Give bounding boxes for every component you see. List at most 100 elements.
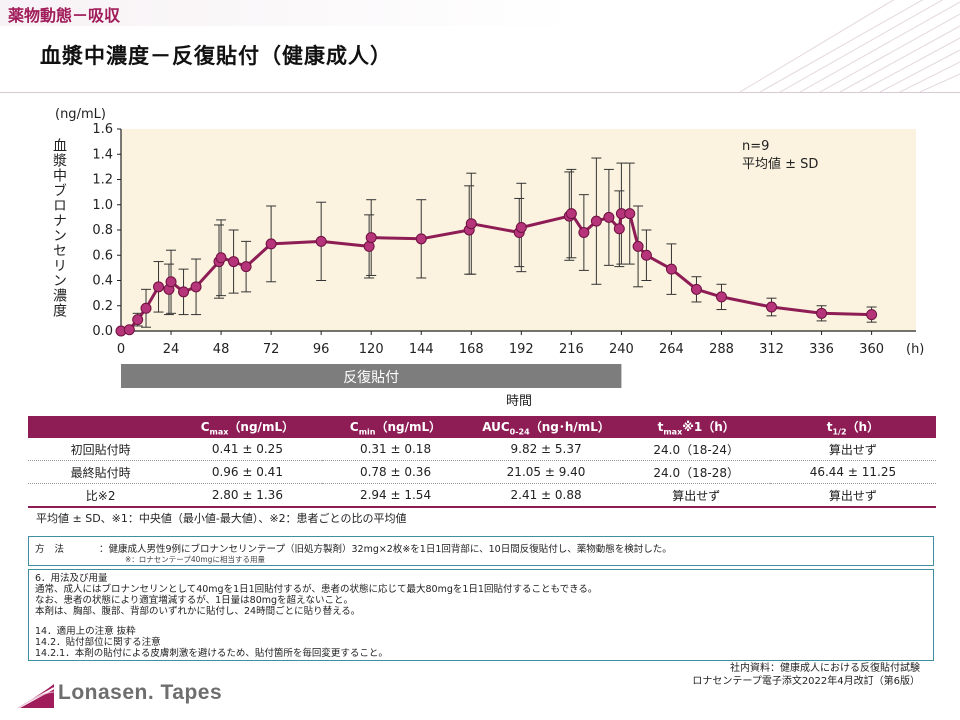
data-point	[866, 309, 878, 321]
brand-logo-icon	[17, 684, 55, 709]
table-row: 最終貼付時 0.96 ± 0.41 0.78 ± 0.36 21.05 ± 9.40 2…	[28, 460, 936, 484]
top-bar	[0, 0, 960, 26]
table-cell: 0.41 ± 0.25	[173, 438, 322, 461]
x-tick-label: 24	[163, 342, 180, 357]
y-tick-label: 0.4	[92, 274, 113, 289]
method-box: 方法 ：健康成人男性9例にブロナンセリンテープ（旧処方製剤）32mg×2枚※を1…	[28, 536, 934, 566]
info-line: 通常、成人にはブロナンセリンとして40mgを1日1回貼付するが、患者の状態に応じ…	[35, 584, 598, 595]
table-cell: 2.80 ± 1.36	[173, 483, 322, 508]
x-tick-label: 144	[409, 342, 434, 357]
y-tick-label: 0.8	[92, 223, 113, 238]
data-point	[632, 240, 644, 252]
x-tick-label: 216	[559, 342, 584, 357]
y-tick-label: 1.2	[92, 173, 113, 188]
x-axis-title: 時間	[506, 394, 532, 408]
data-point	[165, 276, 177, 288]
table-header-cell: AUC0-24（ng･h/mL）	[469, 416, 623, 438]
data-point	[415, 233, 427, 245]
data-point	[228, 256, 240, 268]
concentration-chart: 0.0 0.2 0.4 0.6 0.8 1.0 1.2 1.4 1.6 0 24 48 72 96 120 1…	[51, 107, 924, 408]
y-tick-label: 0.6	[92, 248, 113, 263]
info-line: 本剤は、胸部、腹部、背部のいずれかに貼付し、24時間ごとに貼り替える。	[35, 606, 361, 617]
x-unit-label: (h)	[906, 342, 924, 357]
table-cell: 24.0（18-28）	[622, 460, 770, 484]
data-point	[365, 232, 377, 244]
y-tick-label: 0.0	[92, 324, 113, 339]
x-tick-label: 192	[509, 342, 534, 357]
pk-parameter-table: Cmax（ng/mL） Cmin（ng/mL） AUC0-24（ng･h/mL） tm…	[28, 416, 936, 508]
data-point	[465, 218, 477, 230]
section-title: 薬物動態－吸収	[8, 6, 121, 25]
data-point	[603, 211, 615, 223]
method-label: 方法	[35, 544, 75, 555]
table-cell: 0.96 ± 0.41	[173, 460, 322, 484]
table-cell: 9.82 ± 5.37	[469, 438, 623, 461]
x-tick-label: 312	[759, 342, 784, 357]
x-tick-label: 264	[659, 342, 684, 357]
table-cell: 21.05 ± 9.40	[469, 460, 623, 484]
x-tick-label: 288	[709, 342, 734, 357]
data-point	[816, 307, 828, 319]
table-body: 初回貼付時 0.41 ± 0.25 0.31 ± 0.18 9.82 ± 5.37 24…	[28, 438, 936, 508]
data-point	[613, 223, 625, 235]
x-tick-label: 336	[809, 342, 834, 357]
data-point	[665, 263, 677, 275]
decorative-stripes	[739, 0, 960, 92]
info-line: なお、患者の状態により適宜増減するが、1日量は80mgを超えないこと。	[35, 595, 354, 606]
method-note: ※：ロナセンテープ40mgに相当する用量	[125, 555, 265, 564]
dosage-info-box: 6．用法及び用量 通常、成人にはブロナンセリンとして40mgを1日1回貼付するが、…	[28, 569, 934, 661]
info-line: 14.2．貼付部位に関する注意	[35, 637, 161, 648]
x-tick-label: 240	[609, 342, 634, 357]
table-cell: 算出せず	[769, 438, 936, 461]
source-line: ロナセンテープ電子添文2022年4月改訂（第6版）	[692, 676, 920, 687]
data-point	[590, 215, 602, 227]
dosing-period-bar	[121, 364, 622, 388]
table-cell: 算出せず	[769, 483, 936, 508]
table-cell: 0.78 ± 0.36	[321, 460, 470, 484]
table-cell: 2.94 ± 1.54	[321, 483, 470, 508]
data-point	[515, 221, 527, 233]
table-cell: 初回貼付時	[28, 438, 174, 461]
table-cell: 2.41 ± 0.88	[469, 483, 623, 508]
x-tick-label: 72	[263, 342, 280, 357]
y-axis-title: 血漿中ブロナンセリン濃度	[51, 138, 67, 318]
data-point	[240, 261, 252, 273]
page-title: 血漿中濃度－反復貼付（健康成人）	[40, 44, 392, 68]
table-row: 初回貼付時 0.41 ± 0.25 0.31 ± 0.18 9.82 ± 5.37 24…	[28, 438, 936, 461]
x-tick-label: 120	[359, 342, 384, 357]
data-point	[624, 208, 636, 220]
y-tick-label: 0.2	[92, 299, 113, 314]
table-header-cell: Cmax（ng/mL）	[173, 416, 322, 438]
source-citation: 社内資料：健康成人における反復貼付試験 ロナセンテープ電子添文2022年4月改訂…	[692, 662, 920, 688]
data-point	[140, 302, 152, 314]
table-header-cell: tmax※1（h）	[622, 416, 770, 438]
y-tick-label: 1.6	[92, 122, 113, 137]
data-point	[190, 281, 202, 293]
y-unit-label: (ng/mL)	[55, 107, 106, 122]
data-point	[640, 249, 652, 261]
title-divider	[0, 92, 960, 93]
table-cell: 最終貼付時	[28, 460, 174, 484]
chart-annotation: 平均値 ± SD	[742, 156, 818, 172]
table-cell: 24.0（18-24）	[622, 438, 770, 461]
data-point	[153, 281, 165, 293]
x-tick-label: 0	[117, 342, 125, 357]
precaution-block: 14．適用上の注意 抜粋 14.2．貼付部位に関する注意 14.2.1．本剤の貼付に…	[35, 626, 388, 659]
table-cell: 比※2	[28, 483, 174, 508]
table-header-cell: Cmin（ng/mL）	[321, 416, 470, 438]
info-line: 14．適用上の注意 抜粋	[35, 626, 136, 637]
data-point	[578, 227, 590, 239]
info-line: 14.2.1．本剤の貼付による皮膚刺激を避けるため、貼付箇所を毎回変更すること。	[35, 648, 388, 659]
data-point	[123, 324, 135, 336]
x-tick-label: 360	[859, 342, 884, 357]
table-header-cell	[28, 416, 174, 438]
data-point	[363, 240, 375, 252]
method-text: ：健康成人男性9例にブロナンセリンテープ（旧処方製剤）32mg×2枚※を1日1回…	[99, 544, 672, 555]
data-point	[565, 208, 577, 220]
y-tick-label: 1.0	[92, 198, 113, 213]
brand-name: Lonasen. Tapes	[58, 681, 223, 704]
table-cell: 0.31 ± 0.18	[321, 438, 470, 461]
table-row: 比※2 2.80 ± 1.36 2.94 ± 1.54 2.41 ± 0.88 算出せず…	[28, 483, 936, 508]
table-cell: 算出せず	[622, 483, 770, 508]
data-point	[690, 283, 702, 295]
